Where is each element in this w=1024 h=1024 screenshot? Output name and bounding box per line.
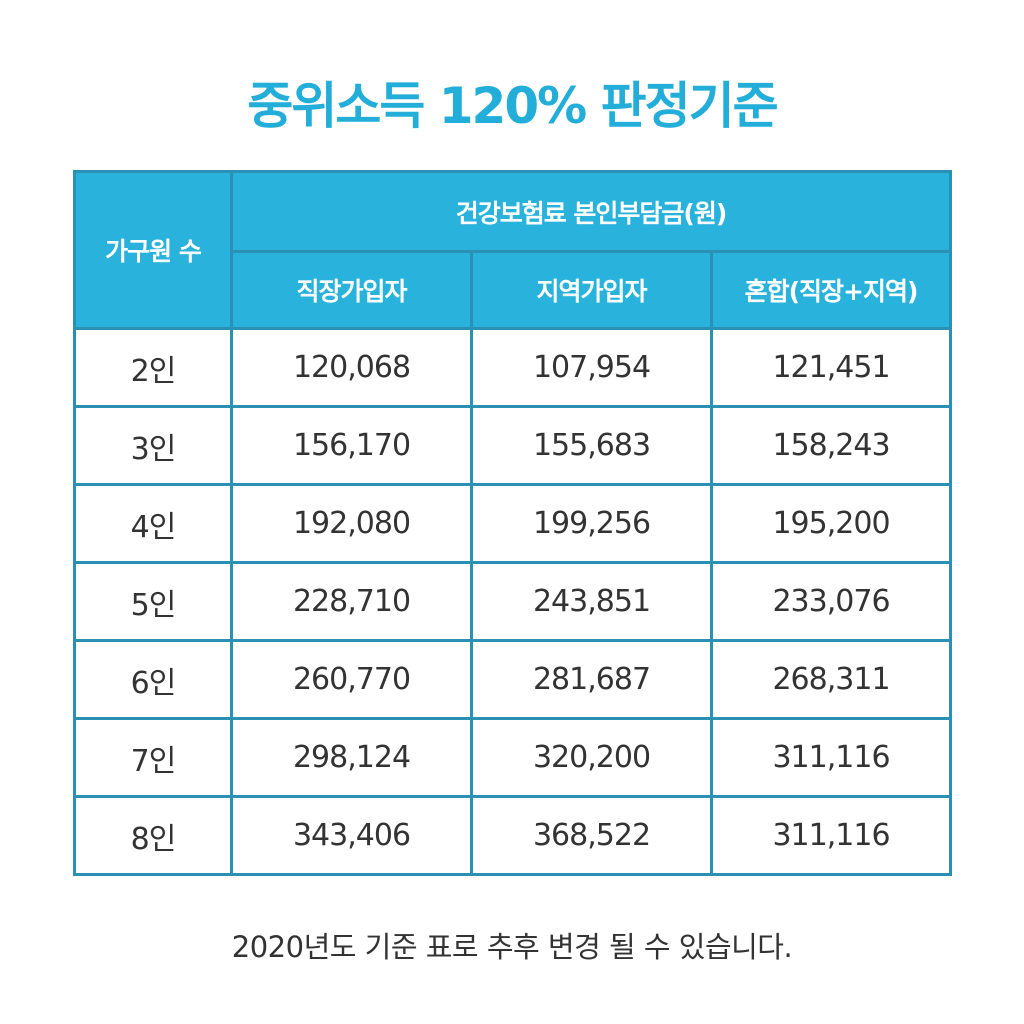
footnote: 2020년도 기준 표로 추후 변경 될 수 있습니다. <box>231 930 793 964</box>
employee-amount-cell: 343,406 <box>230 795 473 876</box>
table-row: 4인 192,080 199,256 195,200 <box>73 483 952 564</box>
mixed-amount-cell: 311,116 <box>710 717 952 798</box>
header-employee-subscriber: 직장가입자 <box>230 250 473 330</box>
regional-amount-cell: 320,200 <box>470 717 713 798</box>
criteria-table: 가구원 수 건강보험료 본인부담금(원) 직장가입자 지역가입자 혼합(직장+지… <box>73 170 952 876</box>
employee-amount-cell: 120,068 <box>230 327 473 408</box>
household-size-cell: 7인 <box>73 717 233 798</box>
header-mixed-subscriber: 혼합(직장+지역) <box>710 250 952 330</box>
mixed-amount-cell: 233,076 <box>710 561 952 642</box>
header-insurance-group: 건강보험료 본인부담금(원) <box>230 170 952 253</box>
table-row: 7인 298,124 320,200 311,116 <box>73 717 952 798</box>
employee-amount-cell: 260,770 <box>230 639 473 720</box>
employee-amount-cell: 156,170 <box>230 405 473 486</box>
mixed-amount-cell: 158,243 <box>710 405 952 486</box>
mixed-amount-cell: 195,200 <box>710 483 952 564</box>
employee-amount-cell: 228,710 <box>230 561 473 642</box>
regional-amount-cell: 199,256 <box>470 483 713 564</box>
regional-amount-cell: 281,687 <box>470 639 713 720</box>
table-row: 6인 260,770 281,687 268,311 <box>73 639 952 720</box>
regional-amount-cell: 155,683 <box>470 405 713 486</box>
mixed-amount-cell: 268,311 <box>710 639 952 720</box>
household-size-cell: 2인 <box>73 327 233 408</box>
household-size-cell: 5인 <box>73 561 233 642</box>
regional-amount-cell: 243,851 <box>470 561 713 642</box>
page-title: 중위소득 120% 판정기준 <box>247 77 778 135</box>
household-size-cell: 6인 <box>73 639 233 720</box>
header-household-count: 가구원 수 <box>73 170 233 330</box>
regional-amount-cell: 107,954 <box>470 327 713 408</box>
header-regional-subscriber: 지역가입자 <box>470 250 713 330</box>
employee-amount-cell: 298,124 <box>230 717 473 798</box>
regional-amount-cell: 368,522 <box>470 795 713 876</box>
mixed-amount-cell: 121,451 <box>710 327 952 408</box>
household-size-cell: 4인 <box>73 483 233 564</box>
employee-amount-cell: 192,080 <box>230 483 473 564</box>
table-row: 3인 156,170 155,683 158,243 <box>73 405 952 486</box>
household-size-cell: 3인 <box>73 405 233 486</box>
table-row: 5인 228,710 243,851 233,076 <box>73 561 952 642</box>
table-row: 2인 120,068 107,954 121,451 <box>73 327 952 408</box>
household-size-cell: 8인 <box>73 795 233 876</box>
table-row: 8인 343,406 368,522 311,116 <box>73 795 952 876</box>
mixed-amount-cell: 311,116 <box>710 795 952 876</box>
